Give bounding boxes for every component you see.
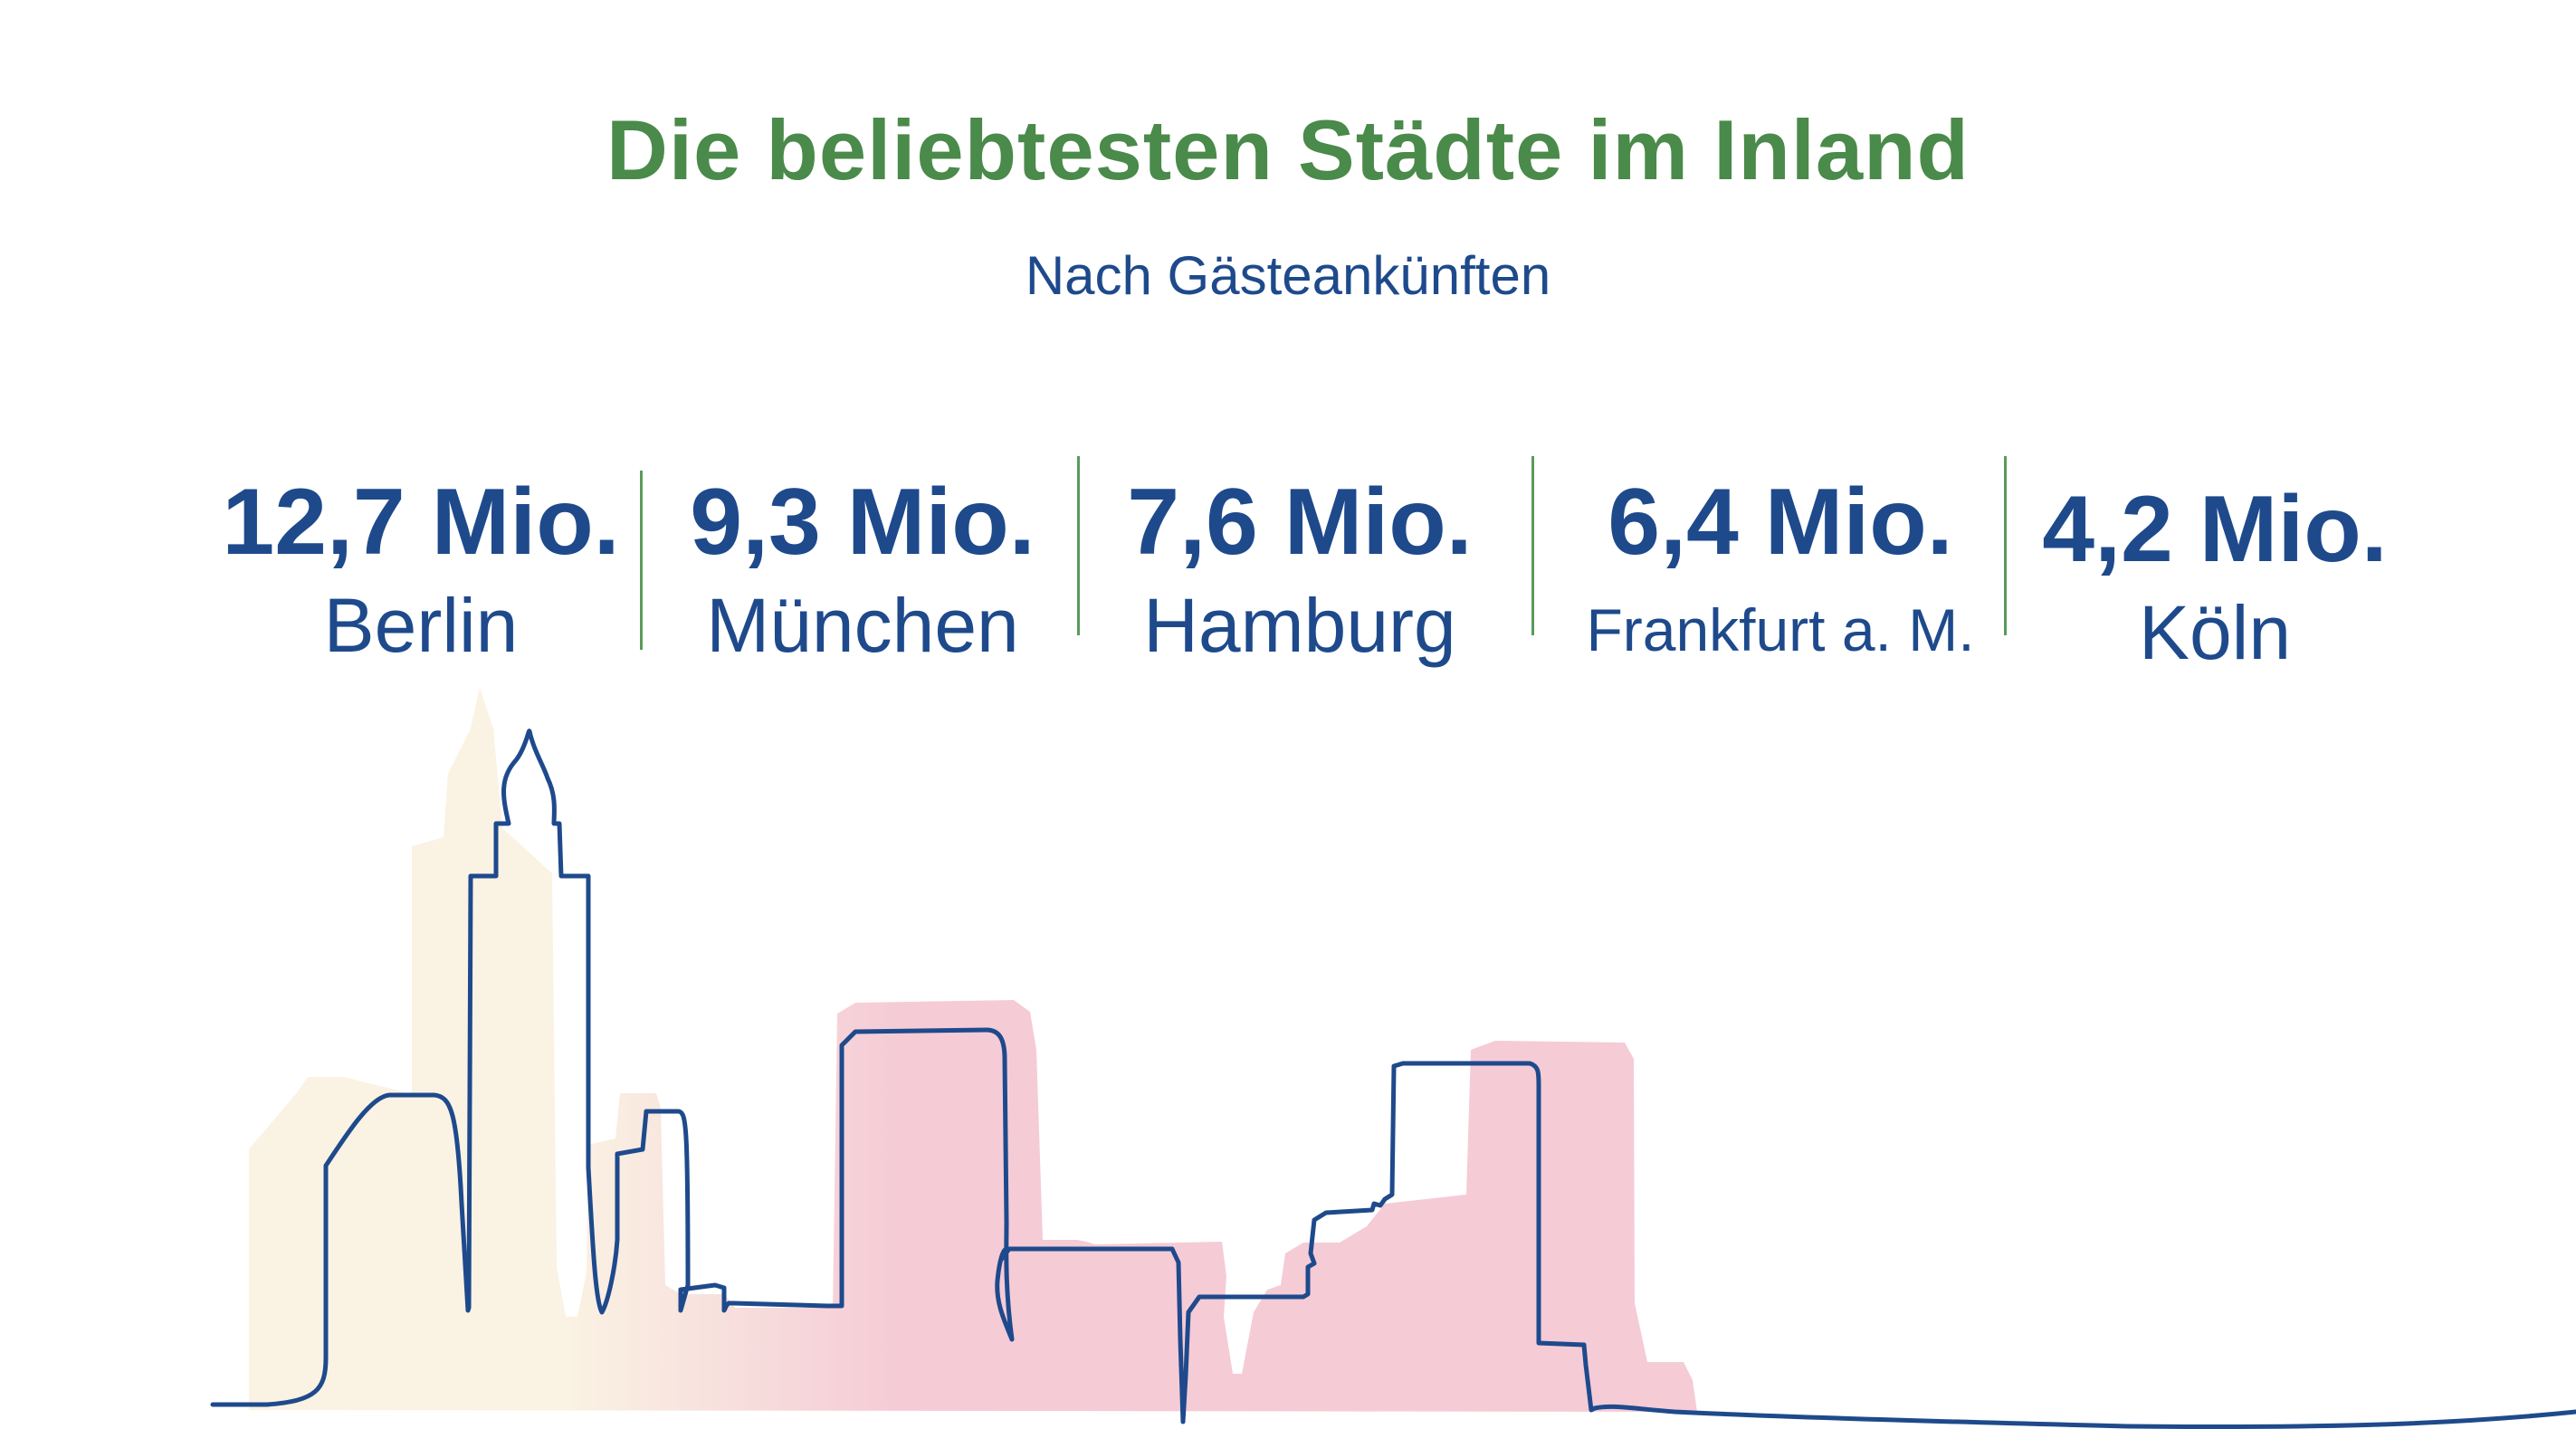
chart-subtitle: Nach Gästeankünften	[1025, 245, 1551, 306]
stat-divider	[1077, 456, 1080, 635]
stat-city-label: Köln	[2138, 590, 2292, 675]
stat-value: 12,7 Mio.	[222, 470, 620, 575]
stat-frankfurt: 6,4 Mio. Frankfurt a. M.	[1545, 475, 2016, 660]
stat-divider	[2004, 456, 2007, 635]
stat-koeln: 4,2 Mio. Köln	[1980, 482, 2450, 671]
skyline-line	[210, 729, 2576, 1430]
stat-divider	[1531, 456, 1534, 635]
stat-city-label: Frankfurt a. M.	[1586, 596, 1975, 663]
stat-value: 6,4 Mio.	[1608, 470, 1953, 575]
stat-divider	[640, 471, 643, 650]
stat-berlin: 12,7 Mio. Berlin	[186, 475, 656, 663]
chart-title: Die beliebtesten Städte im Inland	[606, 102, 1970, 197]
stat-city-label: Hamburg	[1143, 583, 1456, 668]
stat-city-label: München	[706, 583, 1019, 668]
stat-muenchen: 9,3 Mio. München	[627, 475, 1098, 663]
skyline-fill	[249, 688, 1697, 1412]
stat-city-label: Berlin	[323, 583, 519, 668]
stat-value: 4,2 Mio.	[2042, 477, 2388, 582]
stat-value: 7,6 Mio.	[1127, 470, 1473, 575]
stat-hamburg: 7,6 Mio. Hamburg	[1064, 475, 1535, 663]
stat-value: 9,3 Mio.	[690, 470, 1035, 575]
